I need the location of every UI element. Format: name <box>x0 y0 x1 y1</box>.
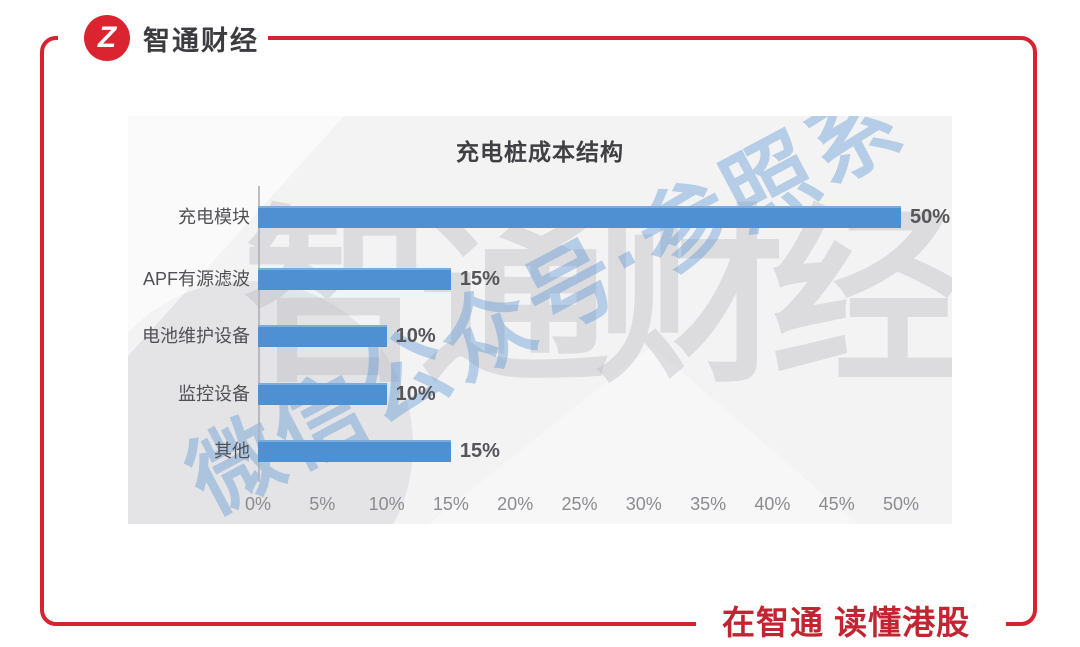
slogan-text: 在智通 读懂港股 <box>722 604 971 641</box>
x-tick-label: 25% <box>561 494 598 514</box>
bar <box>258 383 387 405</box>
value-label: 10% <box>395 383 436 405</box>
x-tick-label: 45% <box>818 494 855 514</box>
zhitong-logo-glyph: Z <box>97 21 117 54</box>
x-tick-label: 5% <box>309 494 336 514</box>
x-tick-label: 50% <box>882 494 920 514</box>
bar <box>258 440 451 462</box>
chart-title: 充电桩成本结构 <box>456 139 624 165</box>
x-tick-label: 30% <box>625 494 662 514</box>
x-axis-ticks: 0% 5% 10% 15% 20% 25% 30% 35% 40% 45% 50% <box>128 116 952 524</box>
x-tick-label: 15% <box>432 494 469 514</box>
value-label: 15% <box>459 268 500 290</box>
bar <box>258 206 901 228</box>
brand-name: 智通财经 <box>143 25 259 56</box>
red-frame-border <box>40 36 1037 626</box>
watermark-background-text: 智通财经 <box>243 193 952 405</box>
value-label: 50% <box>910 206 951 228</box>
x-tick-label: 0% <box>244 494 272 514</box>
x-tick-label: 35% <box>690 494 727 514</box>
category-label: 其他 <box>214 441 250 461</box>
x-tick-label: 10% <box>368 494 405 514</box>
value-label: 10% <box>395 325 436 347</box>
zhitong-logo-icon: Z <box>84 15 130 61</box>
category-label: 监控设备 <box>178 384 250 404</box>
x-tick-label: 40% <box>754 494 791 514</box>
x-tick-label: 20% <box>497 494 534 514</box>
frame-gap-bottom <box>696 613 1006 627</box>
chart-panel: 智通财经 微信公众号·参照系 充电桩成本结构 充电模块 50% APF有源滤波 15%… <box>128 116 952 524</box>
zhitong-logo: Z 智通财经 <box>84 15 259 61</box>
value-label: 15% <box>459 440 500 462</box>
